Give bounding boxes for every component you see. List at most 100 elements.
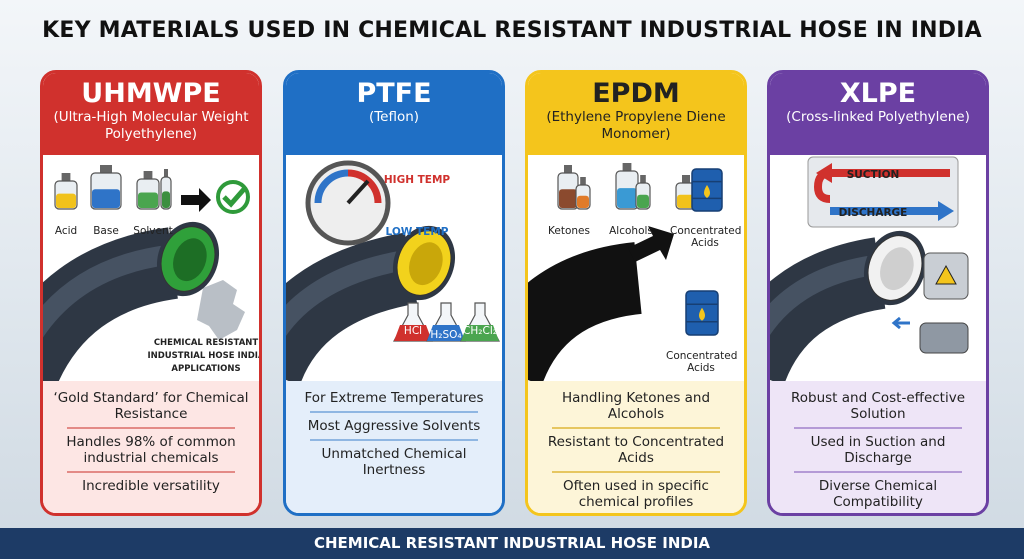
key-point: Most Aggressive Solvents bbox=[307, 418, 481, 434]
suction-head bbox=[816, 163, 832, 183]
separator bbox=[794, 471, 962, 473]
material-card: UHMWPE (Ultra-High Molecular Weight Polye… bbox=[40, 70, 262, 516]
gauge-hot bbox=[314, 169, 349, 204]
separator bbox=[310, 411, 478, 413]
icon-label: Base bbox=[93, 225, 119, 237]
illustration bbox=[528, 163, 723, 381]
key-point: Resistant to Concentrated Acids bbox=[547, 434, 725, 466]
separator bbox=[67, 471, 235, 473]
india-map bbox=[197, 280, 245, 340]
flask-liquid bbox=[427, 325, 465, 341]
bottle-neck bbox=[640, 175, 646, 184]
flask-liquid bbox=[394, 325, 432, 341]
flask-liquid bbox=[461, 325, 499, 341]
key-points: Robust and Cost-effective Solution Used i… bbox=[770, 381, 986, 513]
hose-end bbox=[156, 221, 220, 297]
icon-label: Concentrated Acids bbox=[670, 225, 742, 249]
icon-label: SUCTION bbox=[846, 169, 900, 181]
icon-label: Concentrated Acids bbox=[666, 350, 738, 374]
illustration bbox=[770, 156, 969, 381]
key-points: For Extreme Temperatures Most Aggressive … bbox=[286, 381, 502, 513]
pump bbox=[919, 322, 969, 354]
hose-end bbox=[863, 230, 927, 306]
material-name: UHMWPE bbox=[81, 78, 221, 109]
hose-bore bbox=[880, 247, 914, 291]
key-point: Often used in specific chemical profiles bbox=[563, 478, 709, 510]
material-subtitle: (Cross-linked Polyethylene) bbox=[786, 109, 970, 125]
icon-label: CH₂Cl₂ bbox=[463, 325, 497, 337]
hose-bore bbox=[409, 242, 443, 286]
material-name: PTFE bbox=[356, 78, 432, 109]
key-point: Handles 98% of common industrial chemica… bbox=[66, 434, 236, 466]
key-point: Diverse Chemical Compatibility bbox=[818, 478, 938, 510]
material-name: EPDM bbox=[592, 78, 680, 109]
hose-bore bbox=[173, 238, 207, 282]
key-point: Used in Suction and Discharge bbox=[810, 434, 946, 466]
key-point: Unmatched Chemical Inertness bbox=[321, 446, 467, 478]
bottle-neck bbox=[682, 175, 690, 184]
needle bbox=[346, 179, 370, 205]
liquid bbox=[577, 195, 589, 208]
liquid bbox=[162, 191, 170, 208]
material-subtitle: (Teflon) bbox=[368, 109, 420, 125]
icon-label: DISCHARGE bbox=[838, 207, 908, 219]
key-points: Handling Ketones and Alcohols Resistant t… bbox=[528, 381, 744, 513]
icon-label: Ketones bbox=[548, 225, 590, 237]
liquid bbox=[637, 194, 649, 208]
card-header: PTFE (Teflon) bbox=[286, 73, 502, 155]
material-card: XLPE (Cross-linked Polyethylene) SUCTION DI… bbox=[767, 70, 989, 516]
discharge-head bbox=[938, 201, 954, 221]
liquid bbox=[56, 193, 76, 208]
separator bbox=[67, 427, 235, 429]
card-header: XLPE (Cross-linked Polyethylene) bbox=[770, 73, 986, 155]
liquid bbox=[559, 189, 577, 208]
liquid bbox=[617, 188, 637, 208]
drop bbox=[704, 184, 710, 198]
material-name: XLPE bbox=[839, 78, 917, 109]
separator bbox=[310, 439, 478, 441]
icon-label: Acid bbox=[54, 225, 78, 237]
card-header: UHMWPE (Ultra-High Molecular Weight Polye… bbox=[43, 73, 259, 155]
hose-body bbox=[528, 242, 643, 381]
key-point: ‘Gold Standard’ for Chemical Resistance bbox=[53, 390, 249, 422]
bottle-neck bbox=[164, 169, 168, 178]
separator bbox=[552, 471, 720, 473]
hazard bbox=[935, 264, 957, 285]
bottle-neck bbox=[580, 177, 586, 186]
material-subtitle: (Ultra-High Molecular Weight Polyethylen… bbox=[53, 109, 249, 142]
pump-arrow bbox=[891, 316, 910, 330]
bottle-neck bbox=[622, 163, 632, 172]
illustration bbox=[43, 165, 250, 381]
liquid bbox=[138, 192, 158, 208]
icon-label: LOW TEMP bbox=[385, 226, 449, 238]
check bbox=[222, 186, 247, 208]
material-card: PTFE (Teflon) HIGH TEMP LOW TEMP HCl H₂SO₄ CH₂… bbox=[283, 70, 505, 516]
card-header: EPDM (Ethylene Propylene Diene Monomer) bbox=[528, 73, 744, 155]
separator bbox=[794, 427, 962, 429]
illustration bbox=[286, 160, 501, 381]
separator bbox=[552, 427, 720, 429]
key-points: ‘Gold Standard’ for Chemical Resistance H… bbox=[43, 381, 259, 513]
key-point: Handling Ketones and Alcohols bbox=[561, 390, 711, 422]
bottle-neck bbox=[100, 165, 112, 174]
liquid bbox=[92, 189, 120, 208]
icon-label: HIGH TEMP bbox=[383, 174, 451, 186]
hose-end bbox=[392, 225, 456, 301]
bottle-neck bbox=[61, 173, 71, 182]
drop bbox=[699, 307, 705, 321]
liquid bbox=[677, 194, 695, 208]
check-circle bbox=[216, 180, 250, 214]
footer: CHEMICAL RESISTANT INDUSTRIAL HOSE INDIA bbox=[0, 528, 1024, 559]
icon-label: H₂SO₄ bbox=[430, 329, 462, 341]
icon-label: Alcohols bbox=[609, 225, 653, 237]
icon-label: APPLICATIONS bbox=[171, 364, 241, 374]
gauge-cold bbox=[347, 169, 382, 204]
icon-label: HCl bbox=[403, 325, 423, 337]
icon-label: INDUSTRIAL HOSE INDIA bbox=[147, 351, 262, 361]
key-point: Robust and Cost-effective Solution bbox=[790, 390, 966, 422]
arrow bbox=[181, 188, 211, 212]
title: KEY MATERIALS USED IN CHEMICAL RESISTANT… bbox=[42, 18, 982, 43]
key-point: Incredible versatility bbox=[82, 478, 220, 494]
hose-highlight bbox=[770, 255, 876, 336]
